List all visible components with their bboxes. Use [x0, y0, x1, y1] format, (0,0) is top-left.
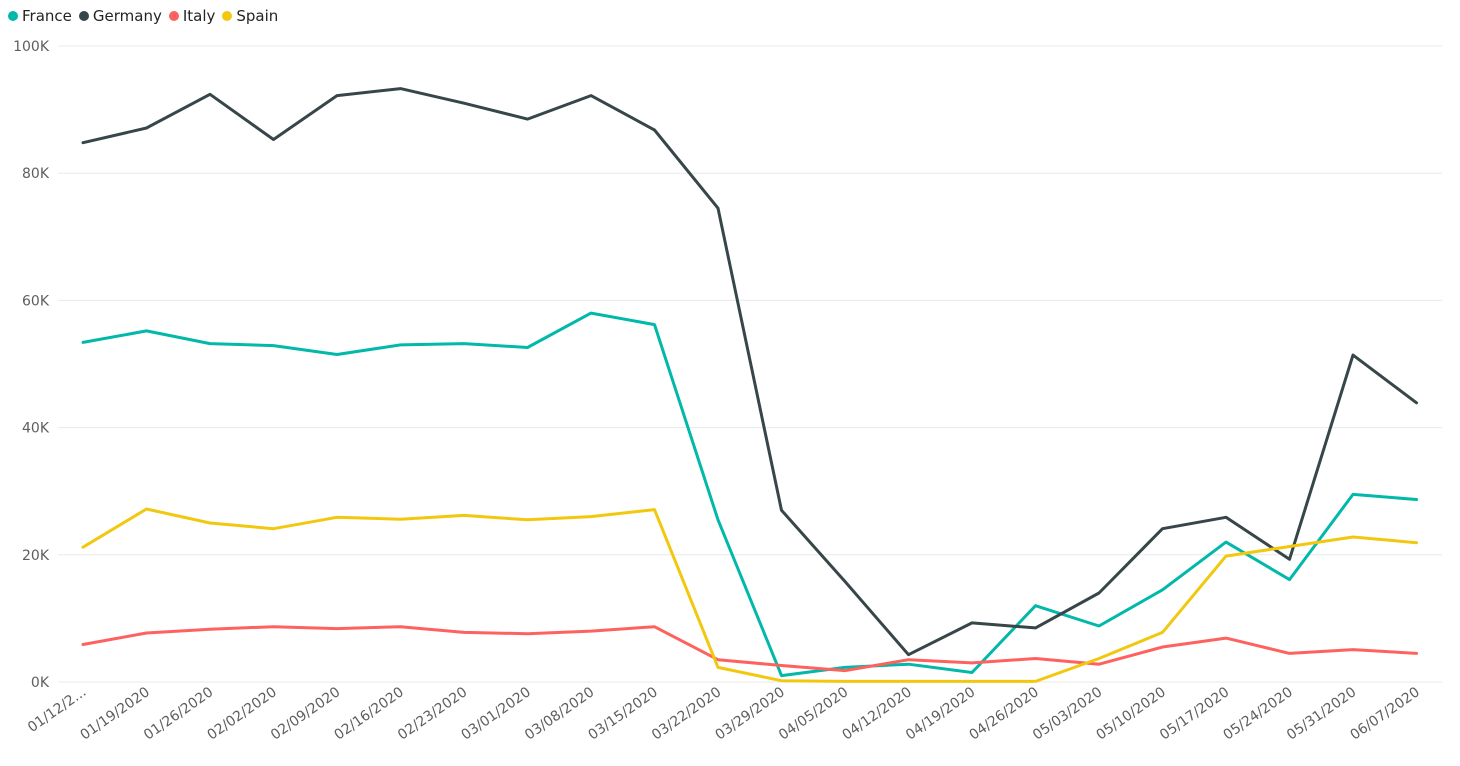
- x-tick-label: 03/15/2020: [586, 684, 661, 743]
- legend-dot-italy: [168, 11, 179, 21]
- legend-label-spain: Spain: [236, 7, 279, 25]
- y-tick-label: 60K: [22, 293, 50, 309]
- legend-item-france[interactable]: France: [8, 7, 72, 25]
- x-tick-label: 06/07/2020: [1348, 684, 1423, 743]
- x-tick-label: 01/19/2020: [78, 684, 153, 743]
- y-tick-label: 0K: [31, 675, 50, 691]
- y-tick-label: 40K: [22, 421, 50, 437]
- legend-item-italy[interactable]: Italy: [168, 7, 216, 25]
- x-tick-label: 02/23/2020: [395, 684, 470, 743]
- y-axis: 0K 20K 40K 60K 80K 100K: [13, 39, 50, 691]
- x-tick-label: 03/22/2020: [649, 684, 724, 743]
- series-line-france[interactable]: [81, 311, 1418, 678]
- x-tick-label: 02/09/2020: [268, 684, 343, 743]
- series-lines: [81, 87, 1418, 683]
- legend-dot-france: [8, 11, 18, 21]
- legend-label-france: France: [22, 7, 72, 25]
- legend-dot-germany: [78, 11, 89, 21]
- x-tick-label: 03/01/2020: [459, 684, 534, 743]
- y-tick-label: 20K: [22, 548, 50, 564]
- legend-dot-spain: [222, 11, 233, 21]
- y-tick-label: 80K: [22, 166, 50, 182]
- x-tick-label: 05/24/2020: [1221, 684, 1296, 743]
- x-tick-label: 03/08/2020: [522, 684, 597, 743]
- x-tick-label: 05/17/2020: [1157, 684, 1232, 743]
- x-tick-label: 04/19/2020: [903, 684, 978, 743]
- series-line-germany[interactable]: [81, 87, 1418, 657]
- x-tick-label: 05/31/2020: [1284, 684, 1359, 743]
- x-tick-label: 04/05/2020: [776, 684, 851, 743]
- legend-item-germany[interactable]: Germany: [78, 7, 162, 25]
- legend-label-italy: Italy: [182, 7, 216, 25]
- x-tick-label: 04/12/2020: [840, 684, 915, 743]
- x-tick-label: 05/10/2020: [1094, 684, 1169, 743]
- x-tick-label: 02/02/2020: [205, 684, 280, 743]
- legend-label-germany: Germany: [92, 7, 162, 25]
- x-tick-label: 04/26/2020: [967, 684, 1042, 743]
- y-tick-label: 100K: [13, 39, 50, 55]
- x-tick-label: 01/26/2020: [141, 684, 216, 743]
- legend-item-spain[interactable]: Spain: [222, 7, 278, 25]
- series-line-italy[interactable]: [81, 625, 1418, 673]
- series-line-spain[interactable]: [81, 507, 1418, 683]
- x-tick-label: 05/03/2020: [1030, 684, 1105, 743]
- x-tick-label: 02/16/2020: [332, 684, 407, 743]
- x-tick-label: 03/29/2020: [713, 684, 788, 743]
- x-axis: 01/12/2...01/19/202001/26/202002/02/2020…: [25, 684, 1423, 743]
- chart-legend: France Germany Italy Spain: [8, 4, 285, 28]
